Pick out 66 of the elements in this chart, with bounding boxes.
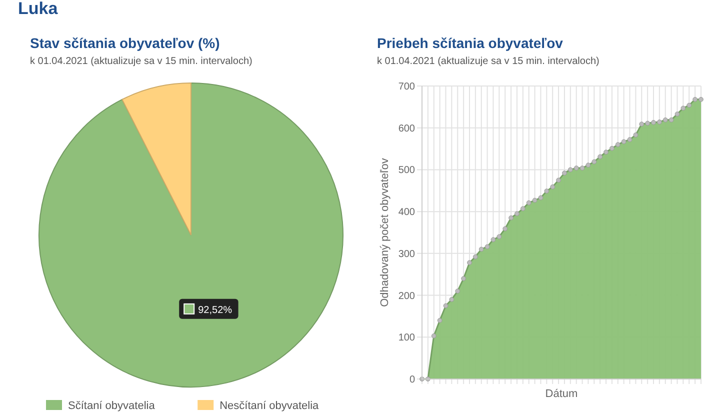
point [550, 184, 556, 190]
point [502, 226, 508, 232]
point [639, 122, 644, 127]
point [562, 170, 567, 176]
point [692, 96, 698, 102]
point [467, 260, 472, 266]
point [656, 120, 662, 124]
point [514, 211, 520, 216]
point [668, 117, 674, 122]
point [615, 142, 620, 148]
point [532, 198, 538, 203]
y-tick-label: 200 [398, 290, 416, 302]
point [580, 166, 585, 170]
point [538, 195, 544, 200]
point [508, 215, 514, 220]
y-axis-title: Odhadovaný počet obyvateľov [379, 158, 391, 307]
point [544, 188, 550, 194]
y-tick-label: 600 [398, 123, 416, 134]
point [455, 288, 460, 294]
point [621, 139, 626, 144]
pie-slice [122, 82, 192, 236]
chart-title: Stav sčítania obyvateľov (%) [30, 35, 220, 51]
y-tick-label: 100 [398, 332, 416, 344]
point [680, 106, 686, 111]
point [686, 102, 692, 108]
point [437, 318, 442, 323]
point [568, 167, 573, 172]
point [431, 333, 436, 338]
point [586, 162, 591, 168]
point [443, 303, 448, 308]
point [627, 137, 632, 142]
point [478, 246, 484, 252]
point [662, 117, 668, 122]
text: Luka [18, 0, 58, 18]
chart-subtitle: k 01.04.2021 (aktualizuje sa v 15 min. intervaloch) [30, 56, 252, 67]
point [556, 178, 561, 183]
point [449, 297, 454, 302]
x-axis-title: Dátum [545, 388, 578, 400]
point [604, 150, 608, 155]
legend-label: Sčítaní obyvatelia [68, 400, 156, 412]
point [490, 237, 496, 242]
y-tick-label: 300 [398, 248, 416, 260]
point [526, 200, 532, 206]
point [645, 120, 650, 126]
point [484, 244, 490, 250]
point [598, 154, 603, 160]
point [698, 96, 704, 102]
point [633, 132, 638, 138]
y-tick-label: 400 [398, 207, 416, 218]
y-tick-label: 700 [398, 82, 416, 92]
chart-title: Priebeh sčítania obyvateľov [377, 35, 564, 51]
legend-label: Nesčítaní obyvatelia [220, 400, 320, 412]
point [520, 206, 526, 212]
y-tick-label: 0 [409, 374, 416, 386]
y-tick-label: 500 [398, 165, 416, 176]
point [651, 120, 656, 125]
point [472, 254, 478, 260]
point [574, 166, 579, 170]
data-label: 92,52% [198, 304, 232, 316]
pie-slice [38, 82, 344, 388]
point [674, 112, 680, 116]
point [461, 276, 466, 281]
point [496, 234, 502, 240]
point [610, 146, 614, 151]
point [592, 159, 597, 164]
chart-subtitle: k 01.04.2021 (aktualizuje sa v 15 min. intervaloch) [377, 56, 600, 67]
